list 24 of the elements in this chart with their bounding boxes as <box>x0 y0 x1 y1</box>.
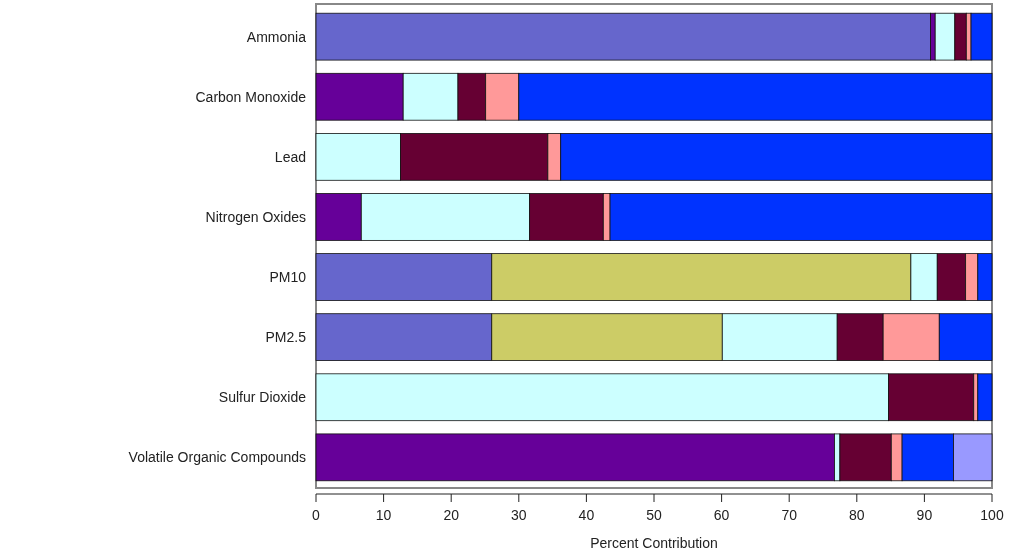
x-tick-label: 0 <box>312 507 321 523</box>
y-tick-label: Sulfur Dioxide <box>218 389 307 406</box>
y-tick-label: Ammonia <box>246 28 307 45</box>
x-tick-label: 20 <box>443 507 460 523</box>
bar <box>970 12 993 61</box>
x-tick-label: 10 <box>375 507 392 523</box>
x-tick-label: 80 <box>849 507 865 523</box>
x-tick-label: 100 <box>980 507 1004 523</box>
y-tick-label: Volatile Organic Compounds <box>128 449 306 466</box>
y-tick-label: PM10 <box>269 268 307 285</box>
bar <box>977 373 993 422</box>
y-tick-label: Lead <box>274 148 306 165</box>
x-tick-label: 40 <box>578 507 595 523</box>
y-tick-label: PM2.5 <box>265 329 307 346</box>
x-tick-label: 60 <box>713 507 730 523</box>
bar <box>315 433 835 482</box>
x-tick-label: 90 <box>916 507 933 523</box>
x-tick-label: 50 <box>646 507 662 523</box>
y-tick-label: Carbon Monoxide <box>195 88 307 105</box>
x-tick-label: 70 <box>781 507 798 523</box>
bar <box>315 12 931 61</box>
x-axis-title: Percent Contribution <box>590 535 718 551</box>
x-tick-label: 30 <box>511 507 527 523</box>
y-tick-label: Nitrogen Oxides <box>205 208 306 225</box>
